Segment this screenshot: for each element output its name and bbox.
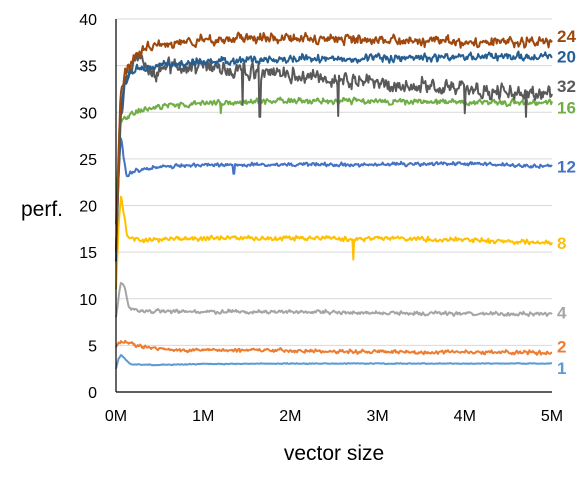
series-line-12	[115, 137, 553, 253]
y-tick-label: 35	[79, 59, 97, 76]
series-line-4	[115, 281, 553, 318]
series-line-32	[115, 52, 553, 253]
y-tick-label: 30	[79, 105, 97, 122]
series-layer	[115, 31, 553, 369]
series-label-20: 20	[557, 47, 576, 66]
y-tick-label: 20	[79, 199, 97, 216]
series-label-2: 2	[557, 337, 566, 356]
series-line-24	[115, 31, 553, 253]
gridlines	[116, 18, 552, 346]
series-label-8: 8	[557, 234, 566, 253]
series-line-20	[115, 50, 553, 262]
y-tick-label: 0	[88, 385, 97, 402]
series-label-4: 4	[557, 304, 567, 323]
series-line-2	[115, 339, 553, 356]
y-tick-label: 15	[79, 245, 97, 262]
x-tick-label: 4M	[454, 408, 476, 425]
series-line-16	[115, 96, 553, 225]
y-tick-label: 40	[79, 12, 97, 29]
axes	[115, 19, 552, 393]
x-tick-label: 1M	[192, 408, 214, 425]
series-line-8	[115, 195, 553, 290]
series-label-12: 12	[557, 157, 576, 176]
y-tick-label: 5	[88, 338, 97, 355]
series-label-32: 32	[557, 77, 576, 96]
x-tick-label: 0M	[105, 408, 127, 425]
x-tick-label: 2M	[279, 408, 301, 425]
series-line-1	[115, 354, 553, 369]
y-tick-label: 10	[79, 292, 97, 309]
series-label-1: 1	[557, 359, 566, 378]
x-tick-label: 5M	[541, 408, 563, 425]
series-label-24: 24	[557, 27, 576, 46]
y-axis-title: perf.	[21, 198, 63, 221]
x-tick-label: 3M	[366, 408, 388, 425]
tick-labels: 0 5 10 15 20 25 30 35 40 0M 1M 2M 3M 4M 5M	[79, 12, 563, 425]
x-axis-title: vector size	[284, 442, 384, 465]
series-label-16: 16	[557, 99, 576, 118]
y-tick-label: 25	[79, 152, 97, 169]
